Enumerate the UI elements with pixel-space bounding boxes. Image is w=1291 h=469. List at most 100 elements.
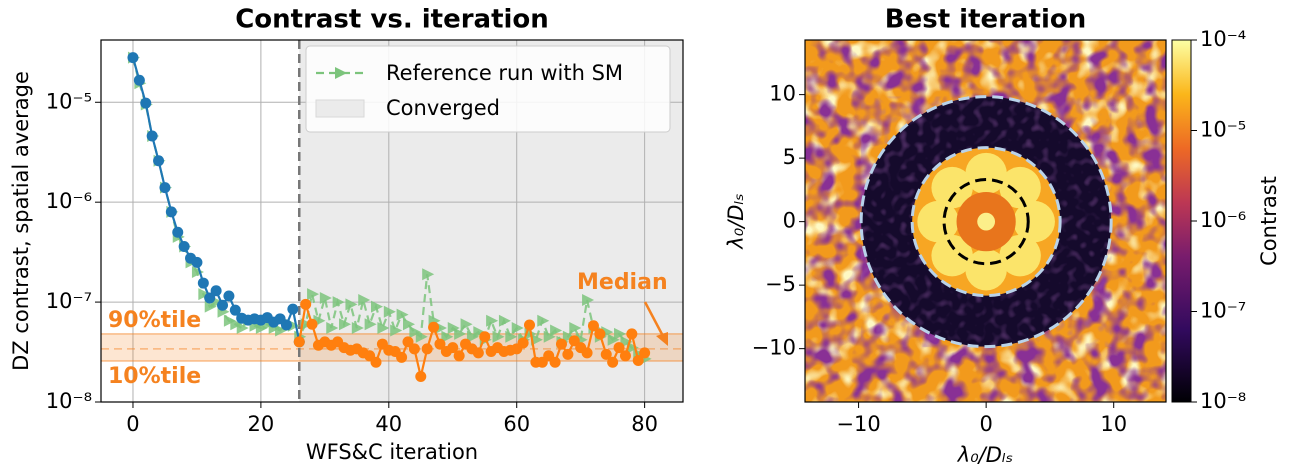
x-tick-label: 40: [375, 412, 402, 436]
colorbar-tick-label: 10⁻⁸: [1200, 389, 1246, 413]
legend-label: Converged: [386, 96, 500, 120]
marker: [415, 330, 428, 343]
chart-title: Best iteration: [885, 5, 1086, 35]
annotation-arrow: [643, 301, 666, 339]
x-tick-label: 10: [1100, 412, 1127, 436]
y-tick-label: 10⁻⁶: [46, 189, 92, 213]
marker: [306, 318, 318, 330]
marker: [197, 277, 209, 289]
marker: [307, 288, 320, 301]
x-axis-label: WFS&C iteration: [306, 440, 478, 464]
image-blob: [999, 166, 1041, 209]
marker: [460, 318, 473, 331]
image-blob: [931, 234, 973, 277]
marker: [524, 319, 536, 331]
colorbar-label: Contrast: [1257, 176, 1281, 266]
marker: [172, 226, 184, 238]
marker: [402, 318, 415, 331]
marker: [371, 300, 384, 313]
marker: [370, 356, 382, 368]
marker: [543, 330, 556, 343]
marker: [421, 343, 433, 355]
marker: [140, 97, 152, 109]
annotation: 10%tile: [108, 364, 201, 389]
marker: [550, 324, 563, 337]
legend-box: [305, 45, 671, 133]
image-blob: [965, 152, 1007, 195]
marker: [275, 324, 288, 337]
marker: [178, 241, 190, 253]
x-tick-label: 80: [631, 412, 658, 436]
marker: [454, 327, 467, 340]
marker: [402, 336, 414, 348]
marker: [146, 130, 158, 142]
x-tick-label: 0: [126, 412, 139, 436]
marker: [133, 74, 145, 86]
legend-swatch: [335, 67, 347, 79]
marker: [472, 347, 484, 359]
marker: [466, 330, 479, 343]
marker: [555, 338, 567, 350]
marker: [517, 337, 529, 349]
legend-label: Reference run with SM: [386, 61, 623, 85]
x-tick-label: 0: [979, 412, 992, 436]
legend-swatch: [315, 99, 365, 118]
heatmap-image: [805, 40, 1166, 402]
colorbar-tick-label: 10⁻⁶: [1200, 208, 1246, 232]
marker: [287, 303, 299, 315]
marker: [223, 314, 236, 327]
marker: [498, 314, 511, 327]
x-tick-label: 60: [503, 412, 530, 436]
marker: [441, 330, 454, 343]
marker: [345, 298, 358, 311]
marker: [511, 322, 524, 335]
marker: [229, 304, 241, 316]
colorbar: [1171, 39, 1192, 403]
marker: [486, 314, 499, 327]
annotation: Median: [577, 270, 668, 295]
marker: [639, 347, 651, 359]
marker: [600, 348, 612, 360]
dz-circle: [910, 146, 1062, 298]
image-blob: [1013, 200, 1055, 243]
marker: [619, 350, 631, 362]
marker: [396, 351, 408, 363]
marker: [390, 324, 403, 337]
y-tick-label: 10⁻⁵: [46, 89, 92, 113]
colorbar-tick-label: 10⁻⁷: [1200, 299, 1246, 323]
marker: [230, 318, 243, 331]
colorbar-tick-label: 10⁻⁵: [1200, 118, 1246, 142]
marker: [326, 322, 339, 335]
y-tick-label: 10: [769, 82, 796, 106]
marker: [594, 328, 606, 340]
marker: [537, 314, 550, 327]
dz-circle: [942, 178, 1030, 266]
marker: [582, 293, 595, 306]
y-tick-label: −10: [752, 336, 796, 360]
annotation: 90%tile: [108, 308, 201, 333]
marker: [453, 350, 465, 362]
colorbar-tick-label: 10⁻⁴: [1200, 27, 1246, 51]
marker: [587, 320, 599, 332]
marker: [396, 308, 409, 321]
marker: [198, 288, 211, 301]
marker: [223, 290, 235, 302]
image-blob: [977, 212, 996, 231]
marker: [549, 356, 561, 368]
marker: [607, 356, 619, 368]
marker: [434, 338, 446, 350]
marker: [383, 305, 396, 318]
marker: [377, 322, 390, 335]
image-blob: [999, 234, 1041, 277]
y-tick-label: 5: [783, 145, 796, 169]
marker: [581, 347, 593, 359]
marker: [204, 292, 216, 304]
marker: [293, 336, 305, 348]
annotation-arrowhead: [656, 332, 668, 346]
marker: [562, 348, 574, 360]
marker: [364, 318, 377, 331]
marker: [415, 370, 427, 382]
marker: [217, 299, 229, 311]
dz-circle: [859, 95, 1113, 349]
